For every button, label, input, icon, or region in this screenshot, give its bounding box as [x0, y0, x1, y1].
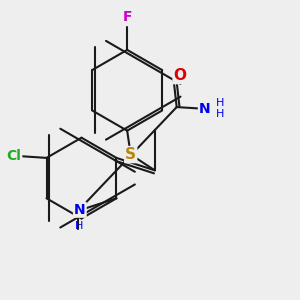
Text: H: H	[216, 98, 224, 108]
Text: N: N	[74, 203, 85, 217]
Text: O: O	[174, 68, 187, 83]
Text: Cl: Cl	[6, 149, 21, 163]
Text: H: H	[75, 220, 83, 230]
Text: S: S	[125, 147, 136, 162]
Text: N: N	[199, 102, 211, 116]
Text: H: H	[216, 109, 224, 119]
Text: F: F	[122, 10, 132, 24]
